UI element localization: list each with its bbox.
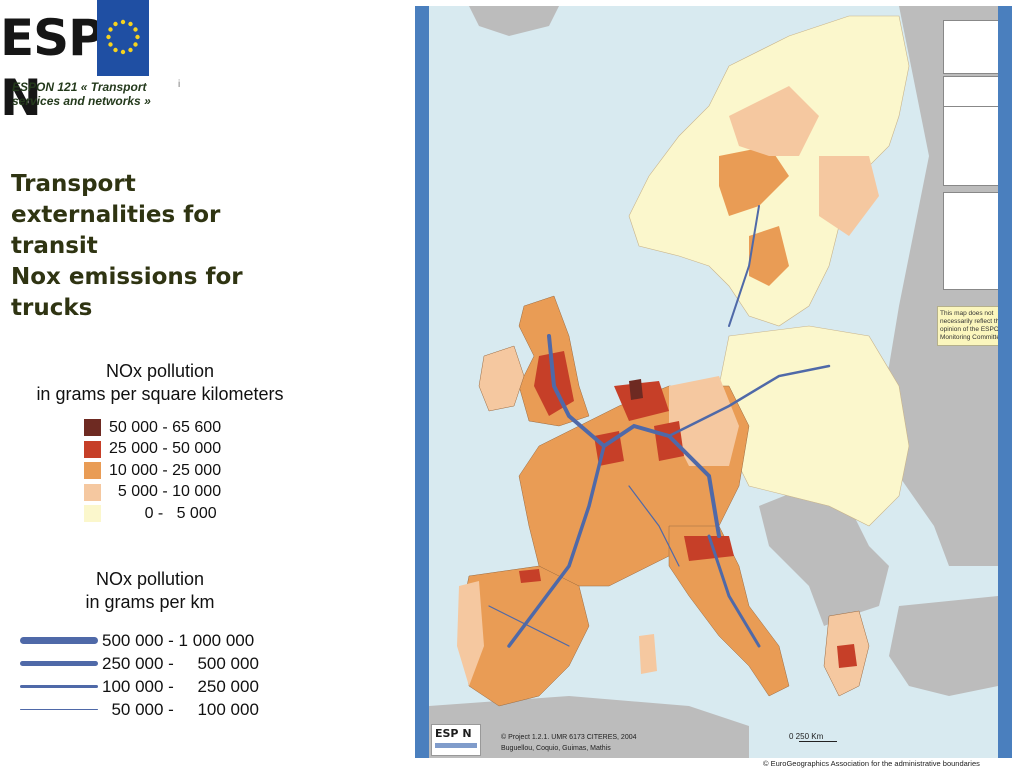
italy-land bbox=[668, 525, 790, 697]
inset-map-guyane bbox=[943, 106, 998, 186]
legend-label: 250 000 - 500 000 bbox=[102, 653, 259, 673]
inset-map-azores bbox=[943, 20, 998, 74]
sweden-light bbox=[729, 86, 819, 156]
sardinia-land bbox=[639, 634, 657, 674]
legend-label: 500 000 - 1 000 000 bbox=[102, 630, 255, 650]
credit-line: Buguellou, Coquio, Guimas, Mathis bbox=[501, 745, 611, 752]
legend-item: 50 000 - 100 000 bbox=[20, 698, 259, 721]
map-credit: © Project 1.2.1. UMR 6173 CITERES, 2004 … bbox=[501, 732, 637, 754]
hotspot-athens bbox=[837, 644, 857, 668]
map-disclaimer: This map does not necessarily reflect th… bbox=[937, 306, 998, 346]
legend-item: 100 000 - 250 000 bbox=[20, 675, 259, 698]
legend-title: NOx pollution bbox=[95, 569, 205, 589]
route-pollution-legend: NOx pollution in grams per km 500 000 - … bbox=[0, 568, 300, 719]
area-pollution-legend: NOx pollution in grams per square kilome… bbox=[0, 360, 320, 523]
map-espon-logo: ESP N bbox=[431, 724, 481, 756]
map-frame: This map does not necessarily reflect th… bbox=[415, 6, 1012, 758]
eu-flag-icon bbox=[97, 0, 149, 76]
line-legend-items: 500 000 - 1 000 000 250 000 - 500 000 10… bbox=[20, 629, 259, 721]
title-line: trucks bbox=[11, 295, 93, 321]
hotspot-rhine bbox=[654, 421, 684, 461]
hotspot-benelux bbox=[614, 381, 669, 421]
legend-label: 50 000 - 100 000 bbox=[102, 699, 259, 719]
legend-title: NOx pollution bbox=[105, 361, 215, 381]
germany-light bbox=[669, 376, 739, 466]
line-sample bbox=[20, 661, 98, 666]
legend-item: 50 000 - 65 600 bbox=[84, 417, 221, 439]
legend-subtitle: in grams per square kilometers bbox=[36, 384, 284, 404]
line-sample bbox=[20, 708, 98, 711]
legend-swatch bbox=[84, 462, 101, 480]
route-thin-1 bbox=[488, 605, 570, 647]
ireland-land bbox=[478, 345, 525, 412]
title-line: Transport bbox=[11, 171, 136, 197]
turkey-land bbox=[889, 596, 998, 696]
legend-label: 0 - 5 000 bbox=[109, 504, 217, 522]
legend-swatch bbox=[84, 440, 101, 458]
europe-map: This map does not necessarily reflect th… bbox=[429, 6, 998, 758]
legend-item: 0 - 5 000 bbox=[84, 503, 221, 525]
hotspot-darkest bbox=[629, 379, 643, 400]
legend-item: 250 000 - 500 000 bbox=[20, 652, 259, 675]
route-major-2 bbox=[507, 444, 606, 648]
legend-label: 25 000 - 50 000 bbox=[109, 440, 222, 458]
legend-item: 500 000 - 1 000 000 bbox=[20, 629, 259, 652]
legend-label: 100 000 - 250 000 bbox=[102, 676, 259, 696]
map-scale-label: 0 250 Km bbox=[789, 732, 824, 741]
portugal-light bbox=[457, 581, 484, 686]
slide-title: Transport externalities for transit Nox … bbox=[11, 169, 311, 324]
legend-item: 5 000 - 10 000 bbox=[84, 482, 221, 504]
legend-label: 10 000 - 25 000 bbox=[109, 461, 222, 479]
map-logo-bar bbox=[435, 743, 477, 748]
title-line: Nox emissions for bbox=[11, 264, 243, 290]
legend-item: 10 000 - 25 000 bbox=[84, 460, 221, 482]
legend-label: 5 000 - 10 000 bbox=[109, 483, 222, 501]
north-africa-land bbox=[429, 696, 749, 758]
hotspot-po-valley bbox=[684, 536, 734, 561]
title-line: transit bbox=[11, 233, 98, 259]
finland-light bbox=[819, 156, 879, 236]
sweden-orange bbox=[719, 146, 789, 216]
project-subtitle: ESPON 121 « Transport services and netwo… bbox=[12, 80, 151, 108]
route-medium-2 bbox=[728, 205, 760, 327]
title-line: externalities for bbox=[11, 202, 221, 228]
legend-item: 25 000 - 50 000 bbox=[84, 439, 221, 461]
route-thin-2 bbox=[628, 485, 680, 567]
legend-swatch bbox=[84, 483, 101, 501]
hotspot-barcelona bbox=[519, 569, 541, 583]
iceland-land bbox=[469, 6, 559, 36]
espon-logo-wordmark: ESPN bbox=[0, 9, 105, 127]
espon-logo: ESPN bbox=[0, 0, 185, 127]
map-drawing bbox=[429, 6, 998, 758]
legend-swatch bbox=[84, 419, 101, 437]
inset-map-reunion bbox=[943, 192, 998, 290]
map-copyright: © EuroGeographics Association for the ad… bbox=[763, 759, 980, 768]
legend-label: 50 000 - 65 600 bbox=[109, 418, 222, 436]
stray-mark: i bbox=[178, 79, 181, 90]
sweden-south-orange bbox=[749, 226, 789, 286]
map-scale-bar bbox=[799, 741, 837, 742]
route-medium-1 bbox=[667, 364, 831, 438]
credit-line: © Project 1.2.1. UMR 6173 CITERES, 2004 bbox=[501, 734, 637, 741]
legend-swatch bbox=[84, 505, 101, 523]
map-logo-text: ESP N bbox=[435, 727, 472, 740]
area-legend-items: 50 000 - 65 600 25 000 - 50 000 10 000 -… bbox=[84, 417, 221, 525]
balkans-land bbox=[759, 486, 889, 626]
route-major-3 bbox=[707, 534, 761, 648]
line-sample bbox=[20, 637, 98, 644]
route-major-1 bbox=[547, 334, 721, 538]
legend-subtitle: in grams per km bbox=[85, 592, 215, 612]
line-sample bbox=[20, 685, 98, 688]
